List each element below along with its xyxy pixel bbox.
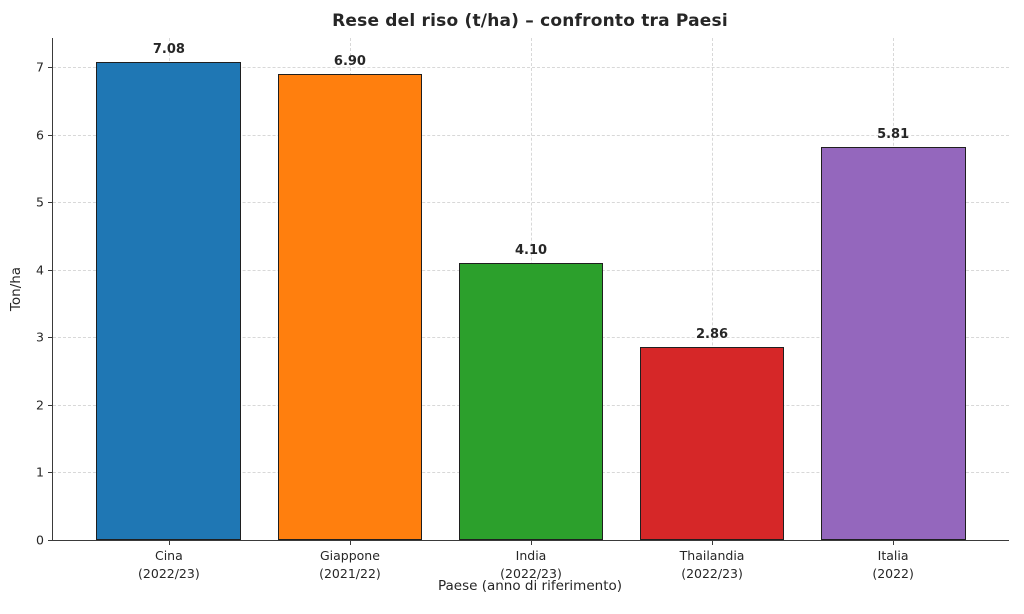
- bar-thailandia: [639, 346, 785, 540]
- y-tick-mark: [48, 472, 53, 474]
- category-label: Italia (2022): [872, 548, 914, 582]
- bar-cina: [96, 61, 242, 540]
- y-tick-label: 2: [36, 397, 44, 413]
- y-tick-label: 1: [36, 464, 44, 480]
- category-label: Cina (2022/23): [138, 548, 200, 582]
- y-tick-mark: [48, 404, 53, 406]
- bar-giappone: [277, 73, 423, 540]
- bar-value-label: 4.10: [514, 243, 548, 258]
- x-tick-mark: [712, 540, 714, 545]
- x-tick-mark: [168, 540, 170, 545]
- y-tick-label: 6: [36, 127, 44, 143]
- y-axis-label: Ton/ha: [8, 266, 24, 312]
- x-tick-mark: [893, 540, 895, 545]
- y-tick-mark: [48, 67, 53, 69]
- y-tick-mark: [48, 337, 53, 339]
- x-axis-label: Paese (anno di riferimento): [437, 578, 623, 594]
- x-tick-mark: [531, 540, 532, 545]
- bar-india: [458, 263, 604, 540]
- category-label: Giappone (2021/22): [319, 548, 381, 582]
- gridline-x-4: [712, 38, 714, 540]
- bar-value-label: 7.08: [152, 41, 185, 57]
- bar-italia: [820, 147, 966, 540]
- plot-area: 0 1 2 3 4 5 6 7 7.08 Cina (2022/23) 6.90 Giappone (…: [36, 38, 1009, 581]
- y-tick-mark: [48, 269, 53, 271]
- y-tick-label: 0: [36, 532, 44, 548]
- category-label: India (2022/23): [500, 548, 562, 582]
- y-tick-label: 7: [36, 59, 44, 75]
- y-tick-label: 4: [36, 262, 44, 278]
- y-tick-label: 3: [36, 329, 44, 345]
- chart-title: Rese del riso (t/ha) – confronto tra Pae…: [332, 11, 728, 31]
- y-tick-label: 5: [36, 194, 44, 210]
- bar-value-label: 6.90: [333, 53, 366, 69]
- bar-value-label: 5.81: [877, 127, 910, 143]
- category-label: Thailandia (2022/23): [679, 548, 745, 582]
- x-tick-mark: [349, 540, 351, 545]
- y-tick-mark: [48, 202, 53, 204]
- bar-value-label: 2.86: [696, 326, 729, 342]
- y-tick-mark: [48, 134, 53, 136]
- y-tick-mark: [48, 540, 53, 541]
